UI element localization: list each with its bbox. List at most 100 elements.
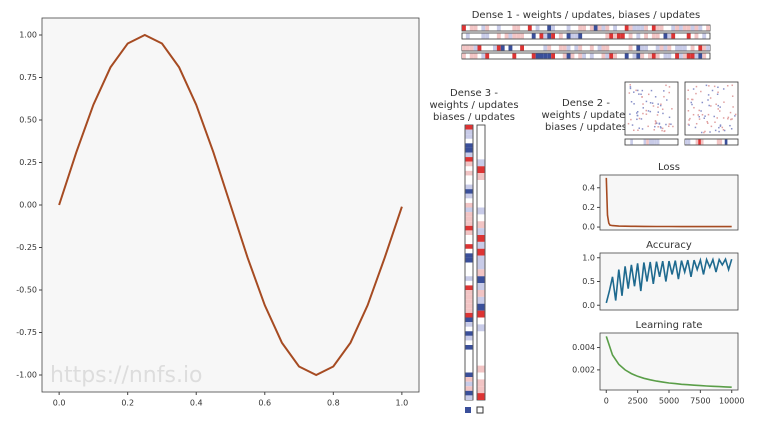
x-tick-label: 0.6	[258, 399, 271, 408]
heatmap-cell	[477, 310, 485, 318]
heatmap-cell	[469, 53, 474, 59]
dense1-title: Dense 1 - weights / updates, biases / up…	[472, 10, 701, 21]
heatmap-cell	[686, 53, 691, 59]
heatmap-cell	[465, 345, 473, 350]
heatmap-cell	[675, 45, 679, 51]
heatmap-cell	[589, 45, 594, 51]
heatmap-cell	[582, 53, 586, 59]
heatmap-cell	[465, 184, 473, 190]
heatmap-cell	[477, 221, 485, 229]
heatmap-cell	[485, 25, 490, 31]
heatmap-cell	[589, 25, 594, 31]
heatmap-cell	[695, 139, 699, 145]
y-tick-label: 0.0	[582, 223, 595, 232]
heatmap-cell	[465, 134, 473, 139]
heatmap-cell	[668, 91, 670, 94]
x-tick-label: 1.0	[395, 399, 408, 408]
heatmap-cell	[496, 33, 501, 39]
plot-area	[599, 332, 739, 391]
heatmap-cell	[691, 98, 693, 101]
heatmap-cell	[638, 127, 640, 129]
heatmap-cell	[644, 33, 648, 39]
heatmap-cell	[671, 108, 673, 110]
dense2-title: weights / updates	[541, 110, 630, 121]
y-tick-label: -1.00	[16, 371, 37, 380]
heatmap-cell	[730, 118, 732, 121]
heatmap-cell	[719, 139, 723, 145]
heatmap-cell	[640, 25, 645, 31]
heatmap-cell	[655, 53, 660, 59]
heatmap-cell	[465, 45, 470, 51]
heatmap-cell	[719, 110, 721, 112]
heatmap-cell	[717, 108, 719, 110]
heatmap-cell	[718, 130, 720, 133]
heatmap-cell	[652, 105, 655, 107]
heatmap-cell	[698, 25, 703, 31]
heatmap-cell	[694, 33, 699, 39]
heatmap-cell	[578, 53, 583, 59]
heatmap-cell	[651, 139, 655, 145]
heatmap-cell	[645, 100, 648, 103]
heatmap-cell	[707, 122, 709, 124]
heatmap-cell	[691, 98, 694, 101]
heatmap	[684, 138, 739, 146]
heatmap-cell	[687, 110, 690, 112]
heatmap-cell	[465, 303, 473, 309]
heatmap-cell	[465, 395, 473, 400]
heatmap-cell	[636, 112, 638, 114]
heatmap-cell	[658, 123, 661, 125]
heatmap-cell	[663, 130, 666, 133]
y-tick-label: 1.0	[582, 253, 595, 262]
heatmap-cell	[722, 88, 725, 90]
heatmap-cell	[465, 157, 473, 162]
heatmap-cell	[702, 53, 707, 59]
heatmap-cell	[465, 276, 473, 281]
heatmap-cell	[477, 283, 485, 290]
heatmap-cell	[477, 303, 485, 311]
heatmap-cell	[624, 53, 629, 59]
heatmap-cell	[704, 115, 706, 117]
heatmap-cell	[727, 116, 730, 119]
heatmap-cell	[645, 109, 648, 112]
heatmap-cell	[574, 45, 579, 51]
heatmap-cell	[659, 45, 664, 51]
heatmap-cell	[477, 269, 485, 277]
heatmap-cell	[734, 113, 737, 116]
line	[605, 336, 732, 388]
heatmap-cell	[539, 53, 544, 59]
heatmap-cell	[642, 103, 644, 105]
heatmap-cell	[686, 33, 691, 39]
chart-title: Learning rate	[636, 320, 703, 331]
heatmap-cell	[710, 125, 713, 128]
heatmap-cell	[473, 53, 478, 59]
heatmap-cell	[570, 53, 575, 59]
y-tick-label: 0.50	[19, 116, 37, 125]
heatmap-cell	[481, 33, 486, 39]
heatmap-cell	[477, 173, 485, 180]
dense3-title: weights / updates	[429, 100, 518, 111]
heatmap-cell	[477, 241, 485, 249]
heatmap-cell	[504, 33, 509, 39]
heatmap-cell	[656, 114, 659, 116]
heatmap-cell	[661, 129, 663, 132]
y-tick-label: -0.75	[16, 328, 37, 337]
heatmap-cell	[473, 25, 478, 31]
heatmap-cell	[707, 113, 710, 116]
x-tick-label: 7500	[690, 397, 710, 406]
heatmap-cell	[716, 139, 720, 145]
heatmap-cell	[663, 53, 668, 59]
heatmap-cell	[732, 106, 734, 108]
heatmap-cell	[520, 45, 524, 51]
heatmap-cell	[638, 117, 641, 120]
x-tick-label: 10000	[719, 397, 744, 406]
heatmap-cell	[465, 170, 473, 176]
heatmap-cell	[465, 244, 473, 249]
heatmap-cell	[692, 113, 695, 116]
heatmap-cell	[628, 92, 631, 94]
heatmap-cell	[638, 93, 640, 95]
heatmap-cell	[667, 125, 670, 128]
heatmap-cell	[631, 124, 634, 126]
heatmap-cell	[531, 33, 536, 39]
heatmap-cell	[477, 228, 485, 235]
heatmap-cell	[641, 96, 643, 98]
